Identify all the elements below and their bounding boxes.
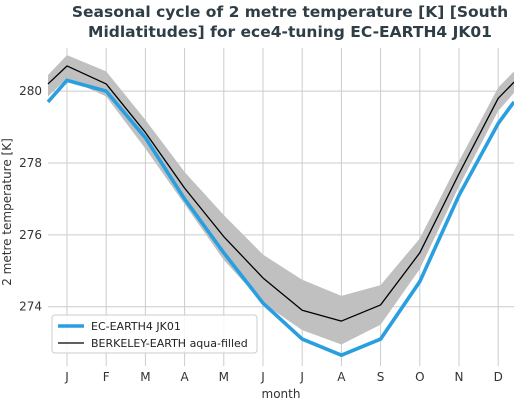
series-line-berkeley-earth [47, 65, 514, 322]
y-tick-label: 278 [19, 156, 42, 170]
x-axis-label: month [262, 387, 301, 400]
x-tick-label: M [219, 370, 229, 384]
series-line-ec-earth4 [46, 78, 514, 358]
x-tick-label: N [455, 370, 464, 384]
chart-title-line-2: Midlatitudes] for ece4-tuning EC-EARTH4 … [88, 23, 492, 41]
x-tick-label: J [260, 370, 265, 384]
legend-label-berkeley-earth: BERKELEY-EARTH aqua-filled [91, 337, 248, 350]
series-lines [46, 65, 514, 358]
x-tick-label: A [180, 370, 189, 384]
x-tick-label: M [140, 370, 150, 384]
y-axis-label: 2 metre temperature [K] [0, 138, 14, 286]
uncertainty-band [48, 55, 514, 345]
y-tick-labels: 274 276 278 280 [19, 84, 42, 314]
x-tick-label: F [103, 370, 110, 384]
chart-title-line-1: Seasonal cycle of 2 metre temperature [K… [72, 3, 508, 21]
reference-range-band [48, 55, 514, 345]
legend-box [51, 314, 258, 354]
chart-title: Seasonal cycle of 2 metre temperature [K… [72, 3, 508, 41]
x-tick-label: S [377, 370, 385, 384]
y-tick-label: 276 [19, 228, 42, 242]
y-tick-label: 280 [19, 84, 42, 98]
legend-label-ec-earth4: EC-EARTH4 JK01 [91, 320, 181, 333]
y-tick-label: 274 [19, 300, 42, 314]
legend: EC-EARTH4 JK01 BERKELEY-EARTH aqua-filled [51, 314, 258, 354]
x-tick-label: O [415, 370, 424, 384]
x-tick-label: D [494, 370, 503, 384]
x-tick-label: J [64, 370, 69, 384]
x-tick-label: A [337, 370, 346, 384]
x-tick-label: J [299, 370, 304, 384]
